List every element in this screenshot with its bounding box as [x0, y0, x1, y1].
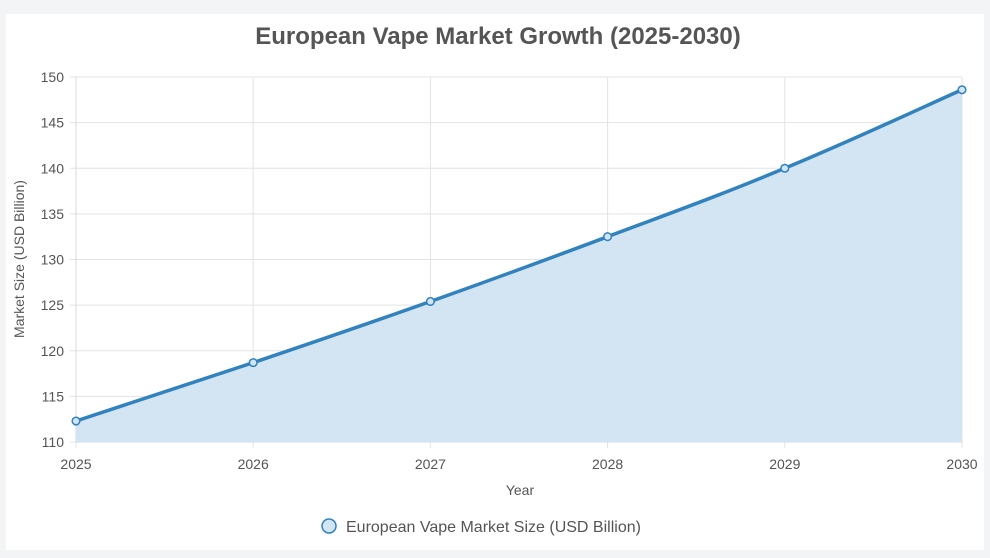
series-area-fill	[76, 89, 962, 443]
chart-title: European Vape Market Growth (2025-2030)	[255, 23, 741, 50]
y-tick-label: 150	[41, 69, 65, 85]
x-tick-label: 2027	[415, 456, 446, 472]
x-tick-label: 2030	[946, 456, 977, 472]
y-tick-label: 135	[41, 206, 65, 222]
line-layer	[74, 88, 964, 423]
data-point[interactable]	[780, 163, 790, 173]
legend-label[interactable]: European Vape Market Size (USD Billion)	[346, 519, 641, 536]
x-tick-label: 2026	[238, 456, 269, 472]
data-point[interactable]	[248, 358, 258, 368]
x-tick-label: 2025	[60, 456, 91, 472]
series-line[interactable]	[74, 88, 964, 423]
y-tick-label: 120	[41, 343, 65, 359]
x-tick-label: 2029	[769, 456, 800, 472]
area-layer	[76, 89, 962, 443]
legend[interactable]: European Vape Market Size (USD Billion)	[321, 518, 641, 536]
y-tick-label: 115	[42, 388, 65, 404]
data-point[interactable]	[425, 296, 435, 307]
y-axis-label: Market Size (USD Billion)	[11, 180, 27, 338]
data-point[interactable]	[71, 416, 81, 426]
y-tick-label: 140	[41, 160, 65, 176]
y-tick-label: 145	[41, 115, 65, 131]
legend-marker[interactable]	[321, 518, 337, 534]
y-tick-label: 125	[41, 297, 65, 313]
tick-layer: 110 115 120 125 130 135 140 145 150 2025 2026 2027 2…	[41, 69, 978, 472]
x-tick-label: 2028	[592, 456, 623, 472]
point-layer	[71, 85, 967, 426]
x-axis-label: Year	[506, 482, 535, 498]
y-tick-label: 110	[42, 434, 65, 450]
data-point[interactable]	[603, 232, 613, 242]
y-tick-label: 130	[41, 252, 65, 268]
data-point[interactable]	[957, 85, 967, 95]
